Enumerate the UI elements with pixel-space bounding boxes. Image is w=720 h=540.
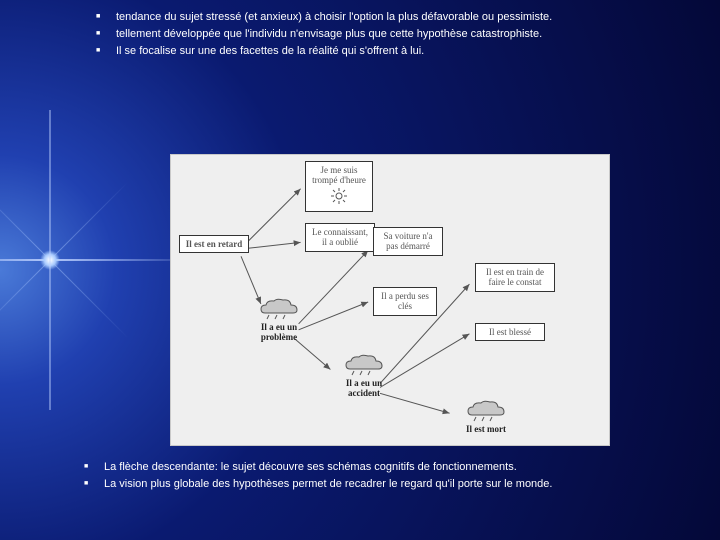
node-constat: Il est en train de faire le constat — [475, 263, 555, 292]
bullet-text: La vision plus globale des hypothèses pe… — [104, 478, 552, 490]
node-label: Il est en train de faire le constat — [486, 267, 544, 287]
cloud-icon — [464, 399, 508, 423]
starburst-decoration — [0, 170, 140, 350]
node-voiture: Sa voiture n'a pas démarré — [373, 227, 443, 256]
cloud-icon — [257, 297, 301, 321]
bullet-text: tellement développée que l'individu n'en… — [116, 28, 542, 40]
node-label: Je me suis trompé d'heure — [312, 165, 366, 185]
node-oublie: Le connaissant, il a oublié — [305, 223, 375, 252]
top-bullet-list: tendance du sujet stressé (et anxieux) à… — [92, 8, 704, 61]
node-label: Il est en retard — [186, 239, 243, 249]
bullet-item: Il se focalise sur une des facettes de l… — [92, 44, 704, 59]
node-accident: Il a eu un accident — [331, 353, 397, 399]
bullet-item: La flèche descendante: le sujet découvre… — [80, 460, 704, 475]
bullet-item: La vision plus globale des hypothèses pe… — [80, 477, 704, 492]
bullet-item: tendance du sujet stressé (et anxieux) à… — [92, 10, 704, 25]
node-mort: Il est mort — [453, 399, 519, 435]
node-label: Sa voiture n'a pas démarré — [383, 231, 432, 251]
bullet-text: Il se focalise sur une des facettes de l… — [116, 45, 424, 57]
node-retard: Il est en retard — [179, 235, 249, 253]
node-label: Il est mort — [466, 424, 506, 434]
bullet-item: tellement développée que l'individu n'en… — [92, 27, 704, 42]
node-label: Le connaissant, il a oublié — [312, 227, 368, 247]
bottom-bullet-list: La flèche descendante: le sujet découvre… — [80, 460, 704, 494]
node-probleme: Il a eu un problème — [243, 297, 315, 343]
node-cles: Il a perdu ses clés — [373, 287, 437, 316]
bullet-text: tendance du sujet stressé (et anxieux) à… — [116, 11, 552, 23]
flowchart-diagram: Il est en retard Je me suis trompé d'heu… — [170, 154, 610, 446]
node-blesse: Il est blessé — [475, 323, 545, 341]
node-trompe: Je me suis trompé d'heure — [305, 161, 373, 212]
node-label: Il a perdu ses clés — [381, 291, 429, 311]
node-label: Il a eu un accident — [346, 378, 382, 398]
cloud-icon — [342, 353, 386, 377]
bullet-text: La flèche descendante: le sujet découvre… — [104, 461, 517, 473]
sun-icon — [314, 186, 364, 206]
node-label: Il a eu un problème — [261, 322, 297, 342]
node-label: Il est blessé — [489, 327, 531, 337]
